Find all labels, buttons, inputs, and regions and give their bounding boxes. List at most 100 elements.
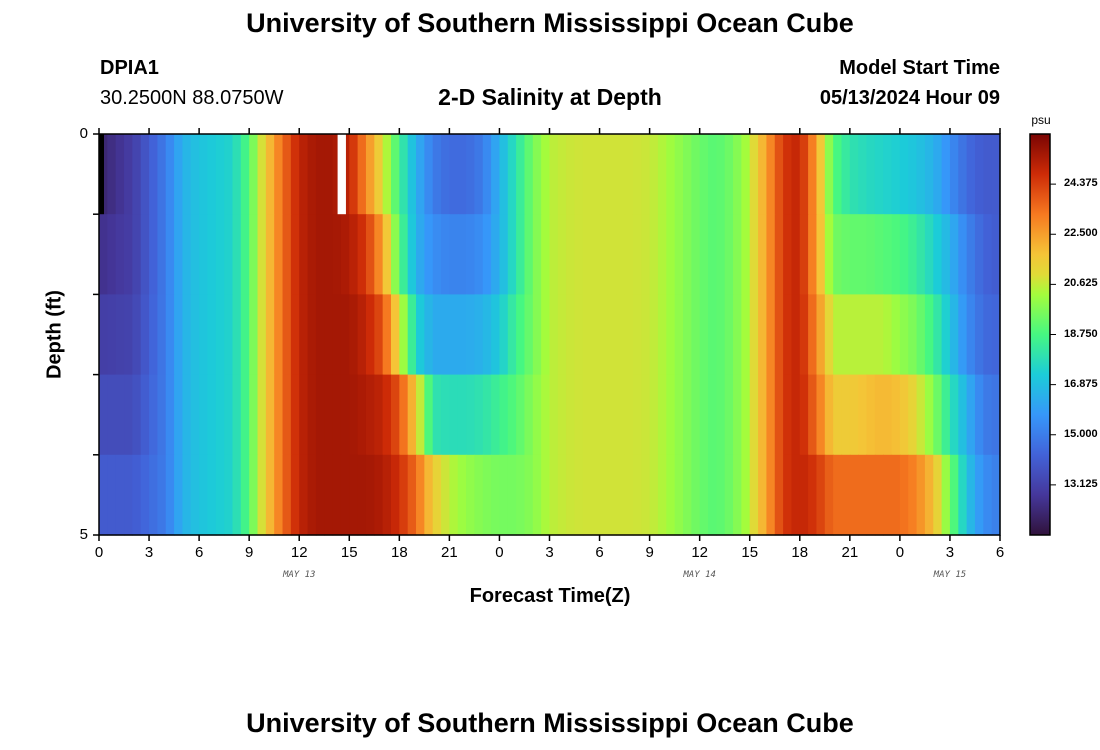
heatmap-cell xyxy=(924,294,934,376)
heatmap-cell xyxy=(783,134,793,215)
heatmap-cell xyxy=(324,454,334,536)
heatmap-cell xyxy=(240,454,250,536)
heatmap-cell xyxy=(215,134,225,215)
heatmap-cell xyxy=(557,134,567,215)
heatmap-cell xyxy=(232,454,242,536)
heatmap-cell xyxy=(332,454,342,536)
heatmap-cell xyxy=(874,454,884,536)
heatmap-cell xyxy=(124,134,133,215)
heatmap-cell xyxy=(182,454,192,536)
heatmap-cell xyxy=(791,374,801,456)
heatmap-cell xyxy=(315,134,325,215)
heatmap-cell xyxy=(741,294,751,376)
heatmap-cell xyxy=(207,134,217,215)
heatmap-cell xyxy=(841,374,851,456)
heatmap-cell xyxy=(924,214,934,295)
heatmap-cell xyxy=(457,454,467,536)
heatmap-cell xyxy=(649,454,659,536)
heatmap-cell xyxy=(240,134,250,215)
heatmap-cell xyxy=(607,134,617,215)
heatmap-cell xyxy=(190,374,200,456)
heatmap-cell xyxy=(382,294,392,376)
heatmap-cell xyxy=(557,294,567,376)
heatmap-cell xyxy=(966,134,976,215)
heatmap-cell xyxy=(390,374,400,456)
heatmap-cell xyxy=(399,214,409,295)
heatmap-cell xyxy=(357,454,367,536)
heatmap-cell xyxy=(716,374,726,456)
heatmap-cell xyxy=(874,294,884,376)
heatmap-cell xyxy=(324,374,334,456)
heatmap-cell xyxy=(524,294,534,376)
heatmap-cell xyxy=(899,134,909,215)
heatmap-cell xyxy=(691,134,701,215)
heatmap-cell xyxy=(532,294,542,376)
heatmap-cell xyxy=(207,374,217,456)
heatmap-cell xyxy=(524,374,534,456)
heatmap-cell xyxy=(974,214,984,295)
heatmap-cell xyxy=(899,374,909,456)
heatmap-cell xyxy=(491,214,501,295)
heatmap-cell xyxy=(691,294,701,376)
heatmap-cell xyxy=(641,134,651,215)
heatmap-cell xyxy=(357,214,367,295)
heatmap-cell xyxy=(808,454,818,536)
heatmap-cell xyxy=(566,134,576,215)
heatmap-cell xyxy=(666,294,676,376)
heatmap-cell xyxy=(265,214,275,295)
x-axis-label: Forecast Time(Z) xyxy=(469,585,631,607)
heatmap-cell xyxy=(574,454,584,536)
heatmap-cell xyxy=(190,214,200,295)
heatmap-cell xyxy=(924,134,934,215)
heatmap-cell xyxy=(741,214,751,295)
heatmap-cell xyxy=(224,214,234,295)
heatmap-cell xyxy=(649,374,659,456)
heatmap-cell xyxy=(407,214,417,295)
heatmap-cell xyxy=(866,134,876,215)
heatmap-cell xyxy=(549,134,559,215)
colorbar-tick-label: 13.125 xyxy=(1064,477,1098,490)
heatmap-cell xyxy=(883,134,893,215)
heatmap-cell xyxy=(249,214,259,295)
heatmap-cell xyxy=(199,454,209,536)
heatmap-cell xyxy=(365,134,375,215)
heatmap-cell xyxy=(374,374,384,456)
heatmap-cell xyxy=(149,374,158,456)
heatmap-cell xyxy=(641,374,651,456)
heatmap-cell xyxy=(799,454,809,536)
heatmap-cell xyxy=(290,294,300,376)
heatmap-cell xyxy=(974,454,984,536)
heatmap-cell xyxy=(507,454,517,536)
x-tick-label: 15 xyxy=(340,544,358,561)
heatmap-cell xyxy=(340,214,350,295)
heatmap-cell xyxy=(749,134,759,215)
heatmap-cell xyxy=(916,294,926,376)
heatmap-cell xyxy=(482,294,492,376)
heatmap-cell xyxy=(708,214,717,295)
heatmap-cell xyxy=(424,454,434,536)
y-axis-ticks xyxy=(93,133,99,536)
heatmap-cell xyxy=(349,134,359,215)
heatmap-cell xyxy=(132,214,142,295)
station-location: 30.2500N 88.0750W xyxy=(100,87,284,109)
heatmap-cell xyxy=(708,454,717,536)
x-tick-label: 12 xyxy=(691,544,708,561)
heatmap-cell xyxy=(274,454,284,536)
heatmap-cell xyxy=(908,134,918,215)
heatmap-cell xyxy=(349,454,359,536)
heatmap-cell xyxy=(449,214,459,295)
heatmap-cell xyxy=(541,134,551,215)
heatmap-cell xyxy=(574,374,584,456)
heatmap-cell xyxy=(332,214,342,295)
heatmap-cell xyxy=(891,454,901,536)
heatmap-cell xyxy=(441,294,450,376)
heatmap-cell xyxy=(691,454,701,536)
heatmap-cell xyxy=(657,374,667,456)
heatmap-cell xyxy=(282,294,292,376)
day-label: MAY 13 xyxy=(282,570,316,580)
heatmap-cell xyxy=(232,294,242,376)
heatmap-cell xyxy=(599,374,609,456)
heatmap-cell xyxy=(841,134,851,215)
heatmap-cell xyxy=(199,214,209,295)
heatmap-cell xyxy=(991,294,1001,376)
